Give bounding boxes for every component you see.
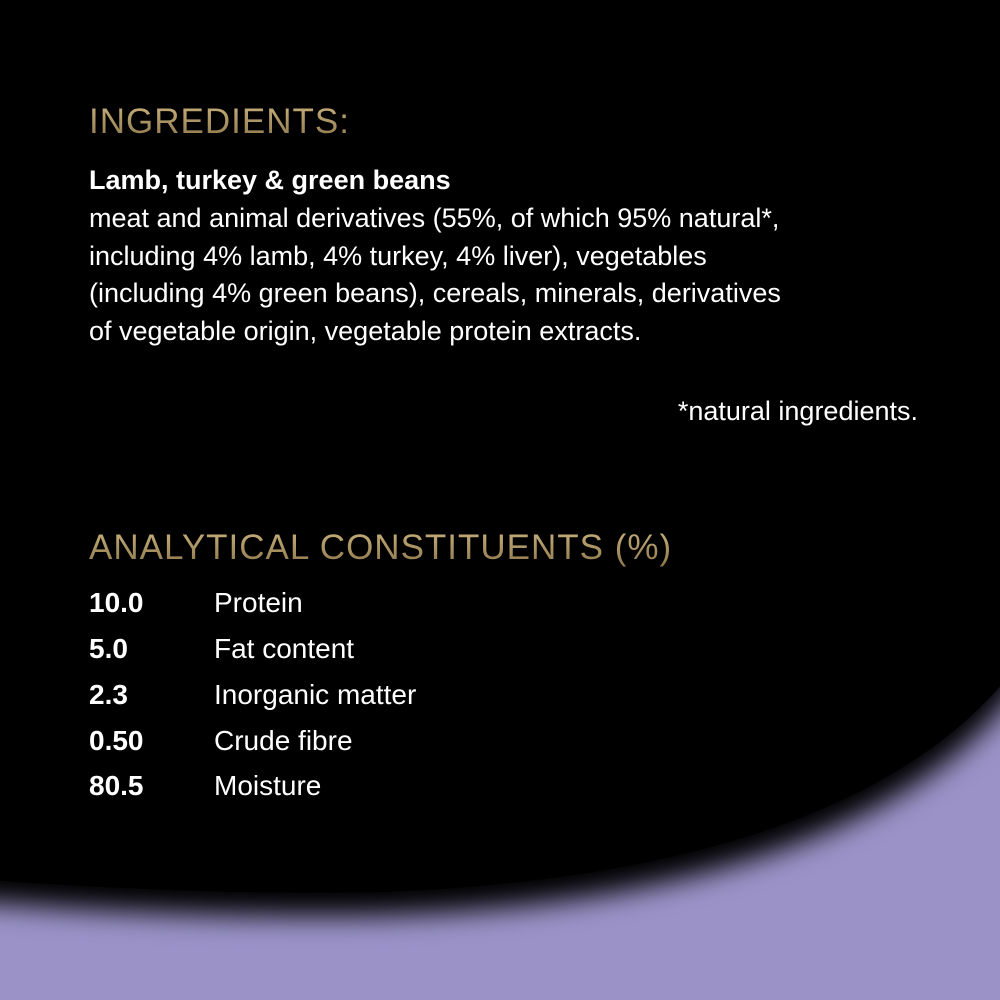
ingredients-line: including 4% lamb, 4% turkey, 4% liver),… — [89, 240, 707, 271]
ingredients-line: meat and animal derivatives (55%, of whi… — [89, 203, 780, 233]
constituent-value: 5.0 — [89, 633, 128, 664]
constituent-row: 2.3 Inorganic matter — [89, 679, 416, 711]
constituent-label: Protein — [214, 587, 303, 618]
ingredients-line: (including 4% green beans), cereals, min… — [89, 278, 781, 308]
footnote: *natural ingredients. — [677, 396, 918, 426]
constituent-label: Fat content — [214, 633, 355, 664]
constituent-row: 0.50 Crude fibre — [89, 725, 353, 757]
constituent-value: 10.0 — [89, 587, 144, 618]
constituent-label: Crude fibre — [214, 725, 353, 756]
product-name: Lamb, turkey & green beans — [89, 165, 451, 195]
ingredients-heading: INGREDIENTS: — [89, 102, 350, 141]
constituent-label: Inorganic matter — [214, 679, 417, 710]
constituent-value: 80.5 — [89, 770, 144, 801]
constituent-row: 5.0 Fat content — [89, 633, 354, 665]
constituent-row: 10.0 Protein — [89, 587, 303, 619]
constituent-value: 2.3 — [89, 679, 128, 710]
constituent-row: 80.5 Moisture — [89, 770, 321, 802]
constituent-value: 0.50 — [89, 725, 144, 756]
ingredients-line: of vegetable origin, vegetable protein e… — [89, 315, 642, 346]
analytical-heading: ANALYTICAL CONSTITUENTS (%) — [89, 528, 673, 567]
constituent-label: Moisture — [214, 770, 322, 801]
ingredients-text: meat and animal derivatives (55%, of whi… — [89, 200, 969, 350]
